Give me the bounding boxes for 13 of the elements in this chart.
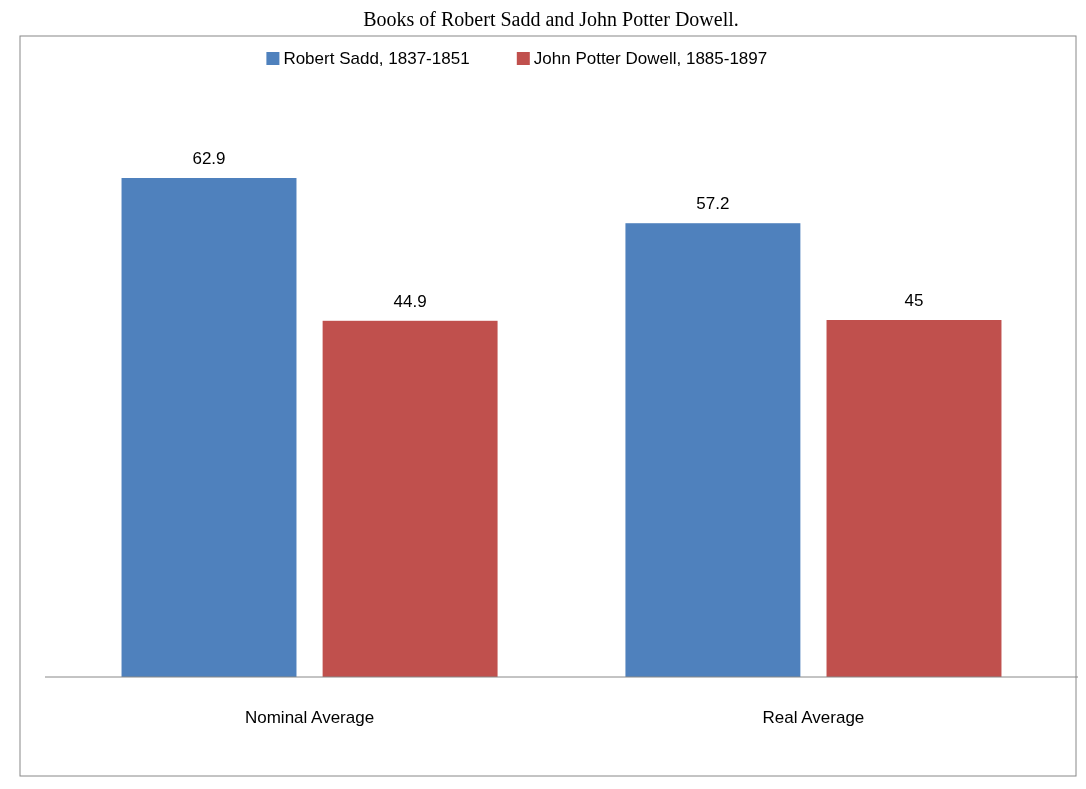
text: Books of Robert Sadd and John Potter Dowell. <box>363 8 739 30</box>
data-label: 45 <box>904 291 924 310</box>
legend-label: John Potter Dowell, 1885-1897 <box>533 49 768 68</box>
x-tick-label: Nominal Average <box>244 708 375 727</box>
bar <box>121 178 297 677</box>
legend-label: Robert Sadd, 1837-1851 <box>283 49 470 68</box>
data-label: 44.9 <box>393 291 427 311</box>
bar <box>322 320 498 677</box>
bar <box>625 223 801 677</box>
data-label: 62.9 <box>192 149 226 168</box>
bar <box>826 320 1002 677</box>
data-label: 57.2 <box>696 194 730 214</box>
x-tick-label: Real Average <box>762 708 865 727</box>
